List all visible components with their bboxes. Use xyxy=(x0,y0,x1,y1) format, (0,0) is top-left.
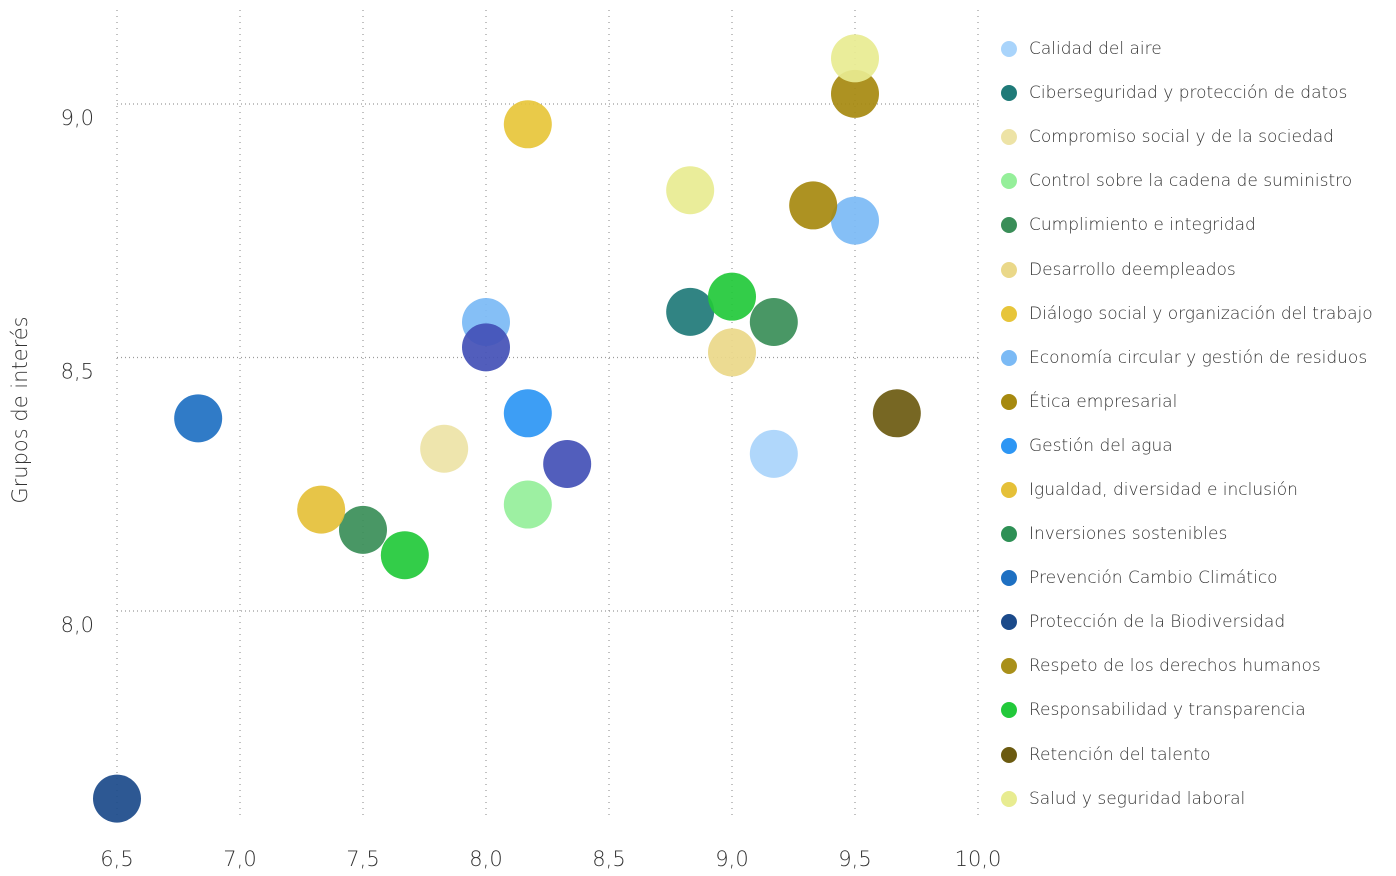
legend-item: Protección de la Biodiversidad xyxy=(1001,600,1373,644)
legend-label: Economía circular y gestión de residuos xyxy=(1029,347,1368,368)
legend-item: Retención del talento xyxy=(1001,733,1373,777)
data-point xyxy=(297,485,346,534)
data-point xyxy=(666,287,715,336)
legend-swatch xyxy=(1001,393,1017,410)
legend-item: Control sobre la cadena de suministro xyxy=(1001,159,1373,203)
legend-item: Inversiones sostenibles xyxy=(1001,512,1373,556)
legend: Calidad del aire Ciberseguridad y protecc… xyxy=(1001,27,1373,821)
legend-item: Cumplimiento e integridad xyxy=(1001,203,1373,247)
data-point xyxy=(708,272,756,321)
legend-item: Salud y seguridad laboral xyxy=(1001,777,1373,821)
legend-item: Respeto de los derechos humanos xyxy=(1001,644,1373,688)
legend-item: Responsabilidad y transparencia xyxy=(1001,688,1373,732)
legend-label: Compromiso social y de la sociedad xyxy=(1029,127,1334,148)
legend-item: Ciberseguridad y protección de datos xyxy=(1001,71,1373,115)
legend-swatch xyxy=(1001,41,1017,58)
legend-label: Gestión del agua xyxy=(1029,435,1173,456)
legend-label: Responsabilidad y transparencia xyxy=(1029,700,1306,721)
data-point xyxy=(339,505,387,554)
legend-label: Prevención Cambio Climático xyxy=(1029,568,1278,589)
y-axis-label: Grupos de interés xyxy=(8,316,32,503)
data-point xyxy=(503,100,552,149)
data-point xyxy=(174,394,223,443)
y-tick-label: 8,5 xyxy=(61,360,94,384)
legend-swatch xyxy=(1001,746,1017,763)
legend-item: Gestión del agua xyxy=(1001,424,1373,468)
legend-swatch xyxy=(1001,437,1017,454)
legend-label: Salud y seguridad laboral xyxy=(1029,788,1246,809)
data-point xyxy=(708,328,756,377)
data-point xyxy=(93,774,141,823)
legend-item: Desarrollo deempleados xyxy=(1001,247,1373,291)
data-point xyxy=(666,166,715,215)
legend-swatch xyxy=(1001,129,1017,146)
x-tick-label: 7,5 xyxy=(346,847,379,871)
legend-label: Diálogo social y organización del trabaj… xyxy=(1029,303,1373,324)
legend-swatch xyxy=(1001,173,1017,190)
legend-swatch xyxy=(1001,349,1017,366)
legend-swatch xyxy=(1001,790,1017,807)
legend-swatch xyxy=(1001,570,1017,587)
x-tick-label: 10,0 xyxy=(955,847,1002,871)
legend-label: Igualdad, diversidad e inclusión xyxy=(1029,479,1298,500)
data-point xyxy=(543,439,592,488)
legend-item: Calidad del aire xyxy=(1001,27,1373,71)
legend-label: Protección de la Biodiversidad xyxy=(1029,612,1286,633)
x-tick-label: 9,0 xyxy=(715,847,748,871)
legend-swatch xyxy=(1001,658,1017,675)
legend-swatch xyxy=(1001,261,1017,278)
data-point xyxy=(749,298,798,347)
legend-item: Prevención Cambio Climático xyxy=(1001,556,1373,600)
legend-swatch xyxy=(1001,526,1017,543)
x-tick-label: 7,0 xyxy=(223,847,256,871)
data-point xyxy=(503,480,552,529)
legend-label: Desarrollo deempleados xyxy=(1029,259,1236,280)
legend-item: Ética empresarial xyxy=(1001,380,1373,424)
legend-label: Inversiones sostenibles xyxy=(1029,524,1228,545)
data-point xyxy=(831,34,879,83)
data-point xyxy=(831,69,879,118)
legend-swatch xyxy=(1001,481,1017,498)
legend-item: Igualdad, diversidad e inclusión xyxy=(1001,468,1373,512)
x-tick-label: 9,5 xyxy=(838,847,871,871)
legend-swatch xyxy=(1001,614,1017,631)
legend-label: Calidad del aire xyxy=(1029,39,1162,60)
legend-label: Respeto de los derechos humanos xyxy=(1029,656,1321,677)
x-axis-ticks: 6,5 7,0 7,5 8,0 8,5 9,0 9,5 10,0 xyxy=(100,847,1001,871)
y-tick-label: 8,0 xyxy=(61,613,94,637)
data-point xyxy=(872,389,921,438)
legend-item: Diálogo social y organización del trabaj… xyxy=(1001,292,1373,336)
data-points xyxy=(93,34,921,823)
legend-label: Retención del talento xyxy=(1029,744,1211,765)
legend-swatch xyxy=(1001,217,1017,234)
data-point xyxy=(749,429,798,478)
grid-lines xyxy=(116,10,980,815)
data-point xyxy=(462,323,510,372)
legend-swatch xyxy=(1001,702,1017,719)
data-point xyxy=(789,181,838,230)
legend-label: Control sobre la cadena de suministro xyxy=(1029,171,1353,192)
x-tick-label: 6,5 xyxy=(100,847,133,871)
legend-label: Ética empresarial xyxy=(1029,391,1178,412)
data-point xyxy=(503,389,552,438)
y-tick-label: 9,0 xyxy=(61,106,94,130)
y-axis-ticks: 8,0 8,5 9,0 xyxy=(61,106,94,637)
legend-item: Economía circular y gestión de residuos xyxy=(1001,336,1373,380)
data-point xyxy=(831,196,879,245)
data-point xyxy=(380,531,429,580)
x-tick-label: 8,5 xyxy=(592,847,625,871)
data-point xyxy=(420,424,469,473)
legend-item: Compromiso social y de la sociedad xyxy=(1001,115,1373,159)
legend-label: Cumplimiento e integridad xyxy=(1029,215,1256,236)
legend-label: Ciberseguridad y protección de datos xyxy=(1029,83,1348,104)
legend-swatch xyxy=(1001,85,1017,102)
x-tick-label: 8,0 xyxy=(469,847,502,871)
legend-swatch xyxy=(1001,305,1017,322)
